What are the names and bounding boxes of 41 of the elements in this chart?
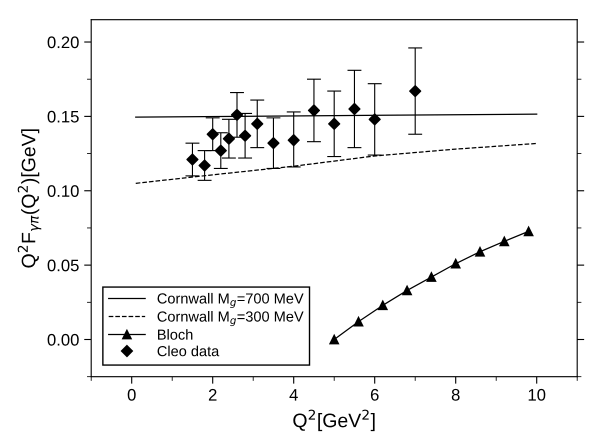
point: [222, 132, 235, 145]
point: [328, 118, 340, 130]
y-tick-label: 0.20: [48, 36, 79, 48]
point: [378, 300, 388, 310]
y-tick-label: 0.00: [48, 334, 79, 346]
x-tick-label: 10: [528, 388, 546, 401]
point: [267, 137, 280, 150]
point: [329, 334, 340, 344]
point: [402, 286, 412, 296]
y-axis-title: Q$^{2}$F$_{γπ}$(Q$^{2}$)[GeV]: [18, 129, 42, 268]
point: [426, 272, 436, 282]
y-tick-label: 0.05: [48, 260, 79, 272]
point: [239, 130, 252, 142]
point: [499, 236, 510, 246]
point: [308, 104, 320, 117]
legend-label: Bloch: [158, 329, 192, 340]
point: [354, 316, 364, 327]
point: [524, 226, 534, 236]
x-tick-label: 2: [208, 388, 216, 401]
point: [186, 153, 199, 166]
x-axis-title: Q$^{2}$[GeV$^{2}$]: [293, 410, 375, 432]
point: [230, 108, 244, 121]
point: [288, 134, 300, 146]
point: [214, 144, 227, 157]
legend-label: Cleo data: [158, 346, 220, 356]
point: [348, 102, 361, 116]
point: [198, 159, 211, 172]
y-tick-label: 0.10: [48, 185, 79, 197]
legend-label: Cornwall M$_{g}$=700 MeV: [158, 292, 304, 308]
legend-label: Cornwall M$_{g}$=300 MeV: [158, 310, 304, 326]
point: [368, 113, 381, 126]
point: [450, 258, 461, 268]
point: [206, 128, 219, 140]
x-tick-label: 6: [370, 388, 379, 401]
x-tick-label: 8: [452, 388, 460, 401]
x-tick-label: 0: [128, 388, 136, 401]
point: [409, 85, 422, 98]
y-tick-label: 0.15: [48, 110, 79, 123]
point: [251, 118, 264, 130]
x-tick-label: 4: [289, 389, 298, 401]
point: [475, 246, 485, 257]
